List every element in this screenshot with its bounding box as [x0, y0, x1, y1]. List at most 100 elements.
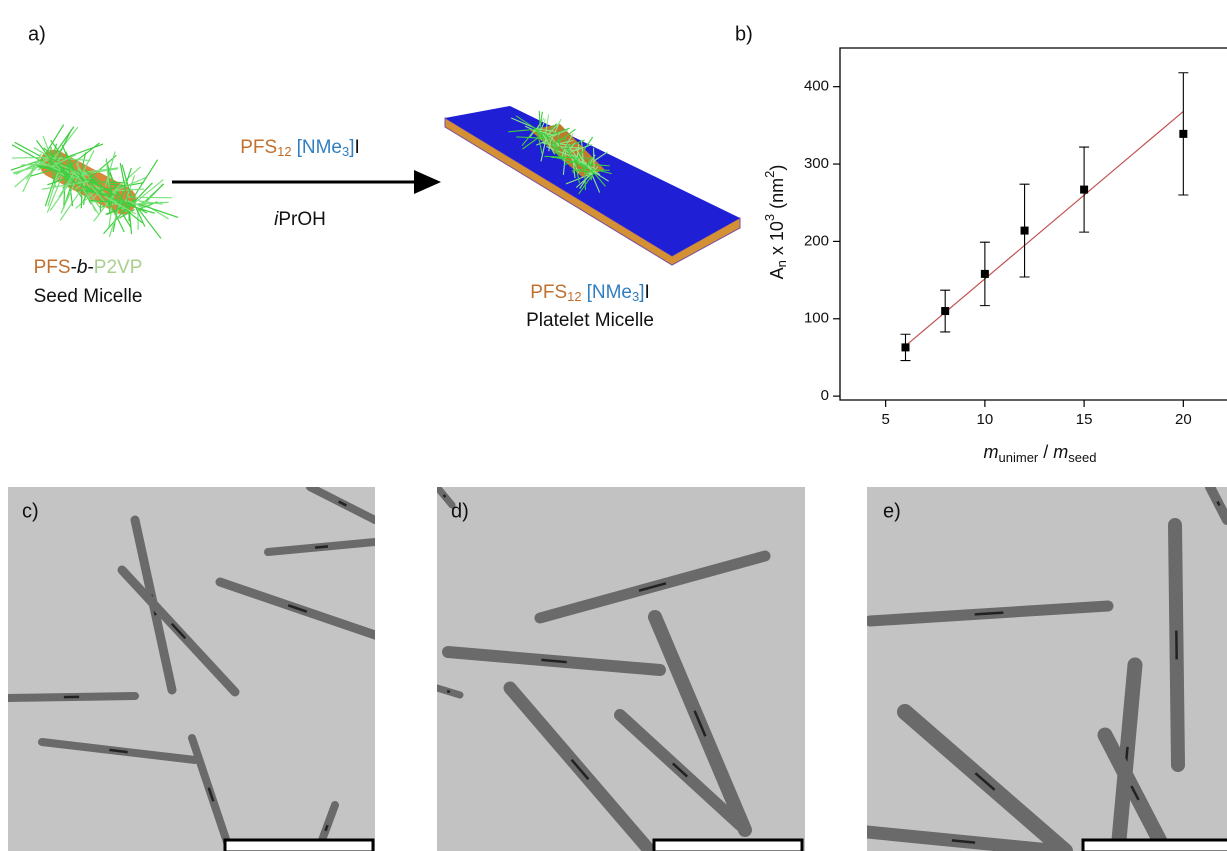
corona-strand	[538, 130, 556, 137]
corona-strand	[579, 161, 593, 181]
tem-image	[8, 487, 375, 851]
data-point	[1020, 226, 1029, 235]
corona-strand	[47, 171, 59, 207]
corona-strand	[537, 130, 543, 140]
corona-strand	[508, 128, 537, 133]
corona-strand	[48, 156, 83, 175]
corona-strand	[561, 149, 565, 158]
corona-strand	[78, 166, 88, 183]
panel-label: c)	[22, 500, 39, 522]
tem-image	[867, 487, 1227, 851]
tem-rods	[437, 487, 771, 851]
corona-strand	[119, 162, 129, 205]
panel-label: d)	[451, 500, 469, 522]
solvent: iPrOH	[274, 209, 326, 230]
corona-strand	[80, 150, 95, 177]
corona-strand	[550, 118, 562, 141]
corona-strand	[22, 155, 41, 193]
data-point	[1179, 129, 1188, 138]
corona-strand	[588, 168, 601, 193]
corona-strand	[554, 142, 560, 152]
corona-strand	[553, 146, 561, 155]
corona-strand	[73, 178, 95, 184]
corona-strand	[60, 173, 80, 214]
corona-strand	[542, 133, 556, 155]
rod-core	[170, 622, 187, 640]
rod-core	[974, 772, 996, 791]
corona-strand	[545, 135, 560, 156]
rod-core	[693, 710, 707, 737]
corona-strand	[588, 167, 612, 175]
corona-strand	[541, 133, 545, 142]
corona-strand	[572, 156, 576, 179]
x-tick-label: 10	[977, 411, 994, 428]
platelet-corona	[508, 110, 612, 195]
corona-strand	[118, 209, 135, 219]
x-tick-label: 20	[1175, 411, 1192, 428]
seed-caption: Seed Micelle	[34, 286, 143, 307]
corona-strand	[592, 166, 599, 173]
corona-strand	[105, 158, 110, 188]
panel-label: a)	[28, 23, 46, 45]
corona-strand	[575, 147, 586, 166]
panel-label: e)	[883, 500, 901, 522]
x-tick-label: 5	[881, 411, 889, 428]
seed-name: PFS-b-P2VP	[34, 257, 143, 278]
corona-strand	[84, 169, 101, 182]
y-tick-label: 100	[804, 310, 829, 327]
rod-core	[1216, 500, 1221, 507]
corona-strand	[576, 170, 594, 173]
rod-core	[638, 582, 667, 592]
corona-strand	[536, 138, 550, 146]
data-point	[901, 343, 910, 352]
corona-strand	[112, 188, 145, 192]
corona-strand	[535, 128, 555, 132]
chart: 0 100 200 300 400 5 10 15 20	[804, 47, 1227, 428]
corona-strand	[138, 209, 162, 239]
rod-core	[207, 787, 215, 802]
rod-core	[671, 762, 689, 778]
platelet-name: PFS12 [NMe3]I	[530, 282, 650, 304]
corona-strand	[529, 128, 537, 138]
seed-micelle-drawing	[10, 124, 179, 239]
rod-core	[570, 758, 590, 781]
corona-strand	[546, 127, 570, 137]
y-tick-label: 400	[804, 78, 829, 95]
corona-strand	[49, 156, 91, 162]
corona-strand	[107, 197, 125, 233]
platelet-caption: Platelet Micelle	[526, 310, 654, 331]
corona-strand	[35, 139, 56, 166]
corona-strand	[553, 136, 566, 143]
scale-bar	[1081, 838, 1227, 851]
corona-strand	[65, 151, 75, 170]
rod-core	[442, 494, 447, 498]
corona-strand	[572, 160, 580, 174]
corona-strand	[139, 200, 163, 205]
corona-strand	[127, 200, 146, 209]
rod-core	[974, 611, 1004, 616]
rod-core	[109, 748, 128, 754]
rod-core	[324, 824, 329, 832]
corona-strand	[578, 172, 595, 195]
tem-rods	[8, 487, 375, 851]
corona-strand	[556, 132, 561, 147]
x-axis-label: munimer / mseed	[984, 442, 1097, 466]
corona-strand	[33, 147, 57, 161]
tem-images	[8, 487, 1227, 851]
corona-strand	[55, 129, 73, 162]
corona-strand	[515, 115, 540, 132]
rod-core	[541, 658, 567, 664]
corona-strand	[112, 176, 148, 192]
corona-strand	[128, 204, 155, 214]
fit-line	[905, 110, 1184, 347]
corona-strand	[121, 164, 133, 199]
rod-core	[446, 689, 451, 694]
corona-strand	[522, 133, 544, 150]
corona-strand	[138, 203, 179, 219]
corona-strand	[563, 149, 577, 151]
corona-strand	[546, 145, 575, 158]
y-axis-label: An x 103 (nm2)	[762, 165, 789, 280]
corona-strand	[58, 170, 76, 198]
corona-strand	[134, 179, 164, 204]
